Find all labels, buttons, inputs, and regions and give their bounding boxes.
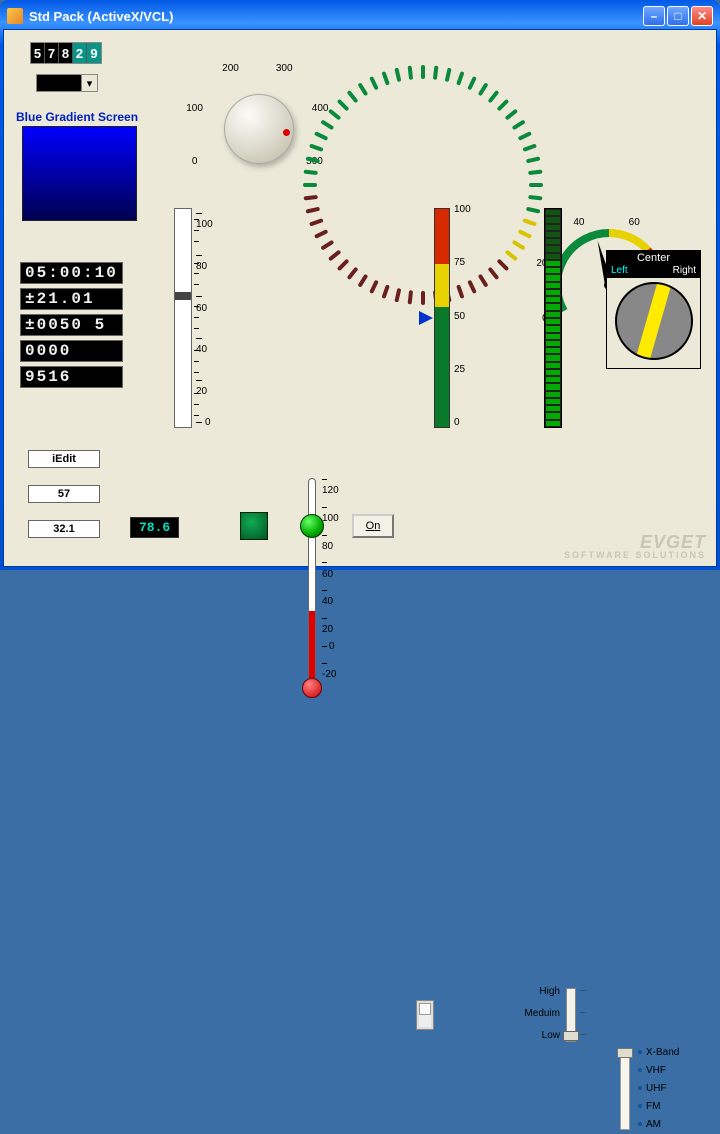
client-area: 57829 ▾ Blue Gradient Screen 05:00:10±21… — [3, 29, 717, 567]
float-input[interactable]: 32.1 — [28, 520, 100, 538]
band-option[interactable]: VHF — [638, 1065, 666, 1076]
app-window: Std Pack (ActiveX/VCL) – □ ✕ 57829 ▾ Blu… — [0, 0, 720, 570]
seg7-display: ±21.01 — [20, 288, 123, 310]
blue-gradient-screen — [22, 126, 137, 221]
knob-tick-label: 100 — [186, 103, 203, 114]
thermo-tick-label: 120 — [322, 474, 339, 496]
band-option[interactable]: AM — [638, 1119, 661, 1130]
vslider-tick-label: 60 — [196, 292, 213, 314]
iedit-input[interactable]: iEdit — [28, 450, 100, 468]
maximize-button[interactable]: □ — [667, 6, 689, 26]
segbar-tick-label: 75 — [454, 257, 471, 268]
thermo-tick-label: 60 — [322, 558, 339, 580]
band-option[interactable]: UHF — [638, 1083, 667, 1094]
thermo-tick-label: -20 — [322, 658, 339, 680]
thermo-tick-label: 20 — [322, 613, 339, 635]
chevron-down-icon: ▾ — [81, 75, 97, 91]
segbar-tick-label: 50 — [454, 311, 471, 322]
close-button[interactable]: ✕ — [691, 6, 713, 26]
odometer-digit: 9 — [87, 43, 101, 63]
vslider-tick-label: 0 — [196, 417, 213, 428]
int-input[interactable]: 57 — [28, 485, 100, 503]
square-led — [240, 512, 268, 540]
minimize-button[interactable]: – — [643, 6, 665, 26]
thermo-tick-label: 40 — [322, 585, 339, 607]
seg7-display: 05:00:10 — [20, 262, 123, 284]
level-label: High — [539, 986, 560, 997]
lcd-display: 78.6 — [130, 517, 179, 538]
on-button[interactable]: On — [352, 514, 394, 538]
compass-left-label: Left — [611, 265, 628, 277]
titlebar[interactable]: Std Pack (ActiveX/VCL) – □ ✕ — [3, 3, 717, 29]
knob-tick-label: 0 — [192, 156, 198, 167]
odometer-digit: 7 — [45, 43, 59, 63]
zone-bar: 1007550250 — [434, 208, 450, 428]
segbar-tick-label: 100 — [454, 204, 471, 215]
knob-tick-label: 200 — [222, 63, 239, 74]
odometer-digit: 8 — [59, 43, 73, 63]
level-label: Meduim — [524, 1008, 560, 1019]
pointer-icon — [419, 311, 433, 325]
segbar-tick-label: 0 — [454, 417, 471, 428]
led-bar — [544, 208, 562, 428]
compass: Center Left Right — [606, 250, 701, 369]
window-title: Std Pack (ActiveX/VCL) — [29, 9, 643, 24]
knob-gauge[interactable]: 0100200300400500 — [169, 52, 349, 202]
seg7-display: 0000 — [20, 340, 123, 362]
compass-right-label: Right — [673, 265, 696, 277]
thermo-tick-label: 100 — [322, 502, 339, 524]
band-option[interactable]: FM — [638, 1101, 660, 1112]
vslider-tick-label: 80 — [196, 250, 213, 272]
on-button-label: On — [366, 520, 381, 532]
blue-gradient-label: Blue Gradient Screen — [16, 110, 138, 124]
level-switch[interactable]: High Meduim Low — [514, 980, 604, 1050]
seg7-display: ±0050 5 — [20, 314, 123, 336]
round-led — [300, 514, 324, 538]
odometer-digit: 2 — [73, 43, 87, 63]
app-icon — [7, 8, 23, 24]
vslider-tick-label: 40 — [196, 333, 213, 355]
band-switch[interactable]: X-Band VHF UHF FM AM — [616, 1044, 696, 1134]
odometer-digit: 5 — [31, 43, 45, 63]
compass-center-label: Center — [607, 252, 700, 265]
rocker-switch[interactable] — [416, 1000, 434, 1030]
color-dropdown[interactable]: ▾ — [36, 74, 98, 92]
odometer: 57829 — [30, 42, 102, 64]
knob-tick-label: 400 — [312, 103, 329, 114]
segbar-tick-label: 25 — [454, 364, 471, 375]
seg7-stack: 05:00:10 ±21.01 ±0050 5 0000 9516 — [20, 262, 123, 392]
ring-led-gauge — [346, 50, 496, 200]
vertical-slider[interactable]: 100806040200 — [174, 208, 192, 428]
level-label: Low — [542, 1030, 560, 1041]
band-option[interactable]: X-Band — [638, 1047, 679, 1058]
knob-tick-label: 300 — [276, 63, 293, 74]
thermo-tick-label: 0 — [322, 641, 339, 652]
thermo-tick-label: 80 — [322, 530, 339, 552]
thermometer: 120100806040200-20 — [302, 478, 326, 698]
watermark: EVGET SOFTWARE SOLUTIONS — [564, 533, 706, 560]
seg7-display: 9516 — [20, 366, 123, 388]
